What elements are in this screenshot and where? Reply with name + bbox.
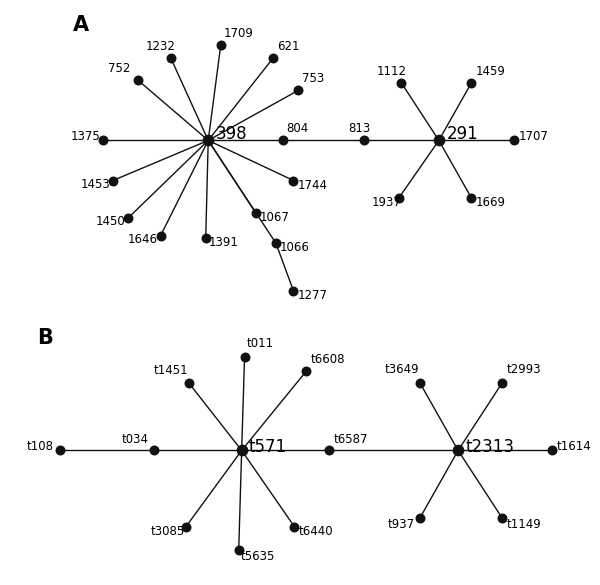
Point bbox=[184, 378, 194, 388]
Text: t011: t011 bbox=[247, 337, 274, 350]
Text: t6587: t6587 bbox=[334, 433, 368, 446]
Text: t937: t937 bbox=[388, 518, 415, 531]
Point bbox=[166, 53, 175, 63]
Text: 1450: 1450 bbox=[95, 215, 125, 228]
Point bbox=[509, 136, 519, 145]
Text: 752: 752 bbox=[108, 62, 130, 75]
Point bbox=[497, 513, 507, 522]
Text: 1067: 1067 bbox=[260, 211, 290, 224]
Text: 1709: 1709 bbox=[223, 27, 253, 40]
Point bbox=[289, 176, 298, 185]
Point bbox=[293, 85, 303, 95]
Point bbox=[278, 136, 288, 145]
Point bbox=[454, 446, 463, 455]
Point bbox=[467, 78, 476, 87]
Text: t2313: t2313 bbox=[465, 438, 514, 456]
Point bbox=[269, 53, 278, 63]
Text: t6608: t6608 bbox=[311, 353, 345, 366]
Point bbox=[216, 40, 226, 50]
Point bbox=[359, 136, 368, 145]
Point bbox=[415, 378, 425, 388]
Text: 1375: 1375 bbox=[70, 130, 100, 143]
Text: B: B bbox=[37, 328, 53, 347]
Text: 1453: 1453 bbox=[80, 177, 110, 191]
Text: 804: 804 bbox=[286, 122, 308, 135]
Text: 1066: 1066 bbox=[280, 241, 310, 254]
Text: 1459: 1459 bbox=[475, 65, 505, 78]
Text: 1112: 1112 bbox=[376, 65, 406, 78]
Point bbox=[290, 522, 299, 531]
Text: 1707: 1707 bbox=[519, 130, 549, 143]
Point bbox=[108, 176, 118, 185]
Point bbox=[123, 214, 133, 223]
Text: 1277: 1277 bbox=[298, 289, 328, 302]
Text: t3649: t3649 bbox=[385, 363, 419, 376]
Point bbox=[325, 446, 334, 455]
Point bbox=[201, 233, 211, 243]
Text: t571: t571 bbox=[248, 438, 287, 456]
Point bbox=[547, 446, 557, 455]
Text: 813: 813 bbox=[349, 122, 371, 135]
Point bbox=[415, 513, 425, 522]
Text: 621: 621 bbox=[277, 40, 300, 53]
Point bbox=[397, 78, 406, 87]
Text: 1646: 1646 bbox=[128, 233, 158, 246]
Text: t1614: t1614 bbox=[556, 441, 591, 453]
Text: t1451: t1451 bbox=[154, 364, 188, 377]
Point bbox=[240, 352, 250, 362]
Point bbox=[98, 136, 108, 145]
Point bbox=[394, 194, 404, 203]
Point bbox=[251, 208, 260, 218]
Text: A: A bbox=[73, 15, 89, 35]
Text: 1669: 1669 bbox=[475, 196, 505, 209]
Point bbox=[203, 136, 213, 145]
Point bbox=[133, 75, 143, 85]
Text: t1149: t1149 bbox=[506, 518, 541, 531]
Text: t2993: t2993 bbox=[506, 363, 541, 376]
Point bbox=[289, 286, 298, 295]
Point bbox=[149, 446, 158, 455]
Point bbox=[271, 239, 281, 248]
Point bbox=[497, 378, 507, 388]
Text: t108: t108 bbox=[26, 441, 53, 453]
Point bbox=[181, 522, 191, 531]
Point bbox=[467, 194, 476, 203]
Text: t034: t034 bbox=[122, 433, 149, 446]
Text: t6440: t6440 bbox=[299, 525, 334, 538]
Text: 1744: 1744 bbox=[298, 178, 328, 191]
Point bbox=[156, 231, 166, 240]
Text: 291: 291 bbox=[446, 125, 478, 143]
Text: 1937: 1937 bbox=[371, 196, 401, 209]
Point bbox=[434, 136, 443, 145]
Text: 1232: 1232 bbox=[146, 40, 175, 53]
Text: 753: 753 bbox=[302, 72, 325, 85]
Point bbox=[234, 545, 244, 555]
Text: t5635: t5635 bbox=[241, 550, 275, 563]
Text: 1391: 1391 bbox=[208, 236, 238, 249]
Point bbox=[55, 446, 65, 455]
Point bbox=[237, 446, 247, 455]
Point bbox=[301, 367, 311, 376]
Text: 398: 398 bbox=[216, 125, 247, 143]
Text: t3085: t3085 bbox=[151, 525, 185, 538]
